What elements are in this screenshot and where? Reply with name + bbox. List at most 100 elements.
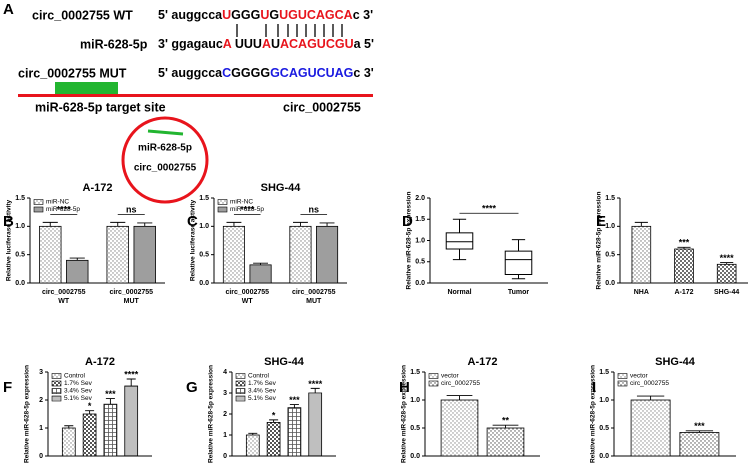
error-bar [69, 257, 85, 261]
error-bar [446, 395, 473, 400]
y-tick-label: 0.5 [415, 259, 425, 266]
chart-title: SHG-44 [655, 356, 696, 368]
sequence-segment: 5' auggcca [158, 66, 223, 80]
bar [266, 421, 281, 457]
bar [289, 225, 312, 284]
circ-line [18, 94, 373, 97]
annotation: **** [240, 205, 255, 215]
wt-name: circ_0002755 WT [32, 8, 133, 22]
site-label: miR-628-5p target site [35, 100, 166, 114]
legend-label: Control [248, 373, 270, 380]
legend-swatch [235, 395, 246, 402]
bar [674, 248, 694, 284]
panel-label: C [187, 213, 198, 230]
y-tick-label: 4 [223, 369, 227, 376]
legend-label: 3.4% Sev [248, 388, 277, 395]
legend-swatch [235, 388, 246, 394]
y-axis-label: Relative miR-628-5p expression [208, 365, 215, 463]
legend-label: 1.7% Sev [64, 380, 93, 387]
legend-swatch [33, 199, 44, 205]
y-tick-label: 0.5 [199, 252, 209, 259]
x-tick-label: SHG-44 [714, 289, 739, 296]
bar [630, 399, 671, 457]
error-bar [685, 430, 714, 433]
legend-label: circ_0002755 [630, 380, 669, 387]
x-tick-label: circ_0002755 [292, 289, 336, 296]
target-site [55, 82, 118, 95]
mut-name: circ_0002755 MUT [18, 66, 127, 80]
error-bar [110, 221, 126, 227]
pairing-lines [236, 24, 343, 37]
circle-mir: miR-628-5p [138, 143, 192, 154]
x-tick-label: WT [58, 298, 70, 305]
annotation: * [272, 410, 276, 420]
error-bar [85, 410, 95, 414]
x-tick-label: circ_0002755 [109, 289, 153, 296]
bar [249, 264, 272, 284]
error-bar [310, 387, 320, 393]
sequence-segment: UUU [231, 37, 262, 51]
error-bar [253, 262, 268, 265]
x-tick-label: circ_0002755 [42, 289, 86, 296]
sequence-segment: C [222, 66, 231, 80]
error-bar [636, 395, 665, 400]
legend-label: vector [630, 373, 649, 380]
bar [133, 225, 156, 284]
box [445, 232, 474, 250]
legend-label: miR-NC [230, 199, 253, 206]
chart-title: SHG-44 [261, 182, 302, 194]
box [504, 250, 533, 275]
circ-circle [121, 116, 209, 204]
annotation: **** [57, 205, 72, 215]
x-tick-label: NHA [634, 289, 649, 296]
y-tick-label: 0.5 [410, 425, 420, 432]
x-tick-label: WT [242, 298, 254, 305]
mir-mark [147, 129, 184, 136]
panel-label: B [3, 213, 14, 230]
error-bar [289, 404, 299, 408]
y-tick-label: 0.5 [599, 425, 609, 432]
y-tick-label: 0.0 [599, 453, 609, 460]
panel-label: G [186, 379, 198, 396]
legend-swatch [51, 388, 62, 394]
mir-name: miR-628-5p [80, 37, 148, 51]
y-tick-label: 1.5 [15, 195, 25, 202]
sequence-segment: G [269, 8, 279, 22]
legend-swatch [51, 395, 62, 402]
panel-label: H [399, 379, 410, 396]
panel-label: D [402, 213, 413, 230]
error-bar [226, 221, 242, 227]
chart-title: SHG-44 [264, 356, 305, 368]
y-tick-label: 0 [223, 453, 227, 460]
annotation: ** [502, 416, 510, 426]
circ-label: circ_0002755 [283, 100, 361, 114]
panel-label: A [3, 1, 14, 18]
legend-label: 3.4% Sev [64, 388, 93, 395]
bar [103, 403, 118, 457]
error-bar [634, 221, 648, 227]
wt-sequence: 5' auggccaUGGGUGUGUCAGCAc 3' [158, 8, 373, 22]
y-tick-label: 0.0 [415, 280, 425, 287]
x-tick-label: circ_0002755 [225, 289, 269, 296]
error-bar [269, 419, 279, 423]
y-tick-label: 3 [39, 369, 43, 376]
y-axis-label: Relative miR-628-5p expression [406, 192, 413, 290]
bar [39, 225, 62, 284]
bar [222, 225, 245, 284]
sequence-segment: U [260, 8, 269, 22]
error-bar [248, 432, 258, 435]
error-bar [137, 222, 153, 227]
circle-circ: circ_0002755 [134, 163, 197, 174]
annotation: **** [308, 379, 323, 389]
sequence-segment: U [271, 37, 280, 51]
legend-label: miR-628-5p [46, 206, 80, 213]
legend-label: 1.7% Sev [248, 380, 277, 387]
y-tick-label: 0.0 [605, 280, 615, 287]
legend-label: Control [64, 373, 86, 380]
bar [486, 427, 525, 457]
sequence-segment: GCAGUCUAG [270, 66, 353, 80]
y-tick-label: 1 [39, 425, 43, 432]
legend-swatch [617, 380, 628, 387]
bar [631, 225, 652, 284]
panel-label: F [3, 379, 12, 396]
